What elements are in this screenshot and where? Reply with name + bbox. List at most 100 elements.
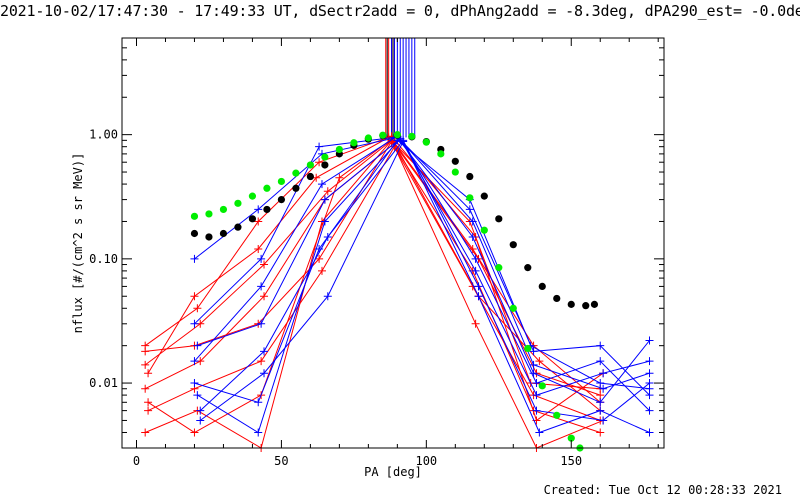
- data-point: [317, 266, 326, 275]
- data-point: [315, 254, 324, 263]
- data-point: [260, 369, 269, 378]
- data-point: [535, 428, 544, 437]
- data-point: [451, 168, 459, 176]
- series-line: [197, 137, 650, 396]
- series-line: [147, 136, 601, 390]
- data-point: [596, 357, 605, 366]
- series-line: [147, 145, 601, 421]
- data-point: [335, 173, 344, 182]
- data-point: [645, 391, 654, 400]
- created-timestamp: Created: Tue Oct 12 00:28:33 2021: [543, 483, 782, 497]
- data-point: [532, 379, 541, 388]
- data-point: [529, 369, 538, 378]
- data-point: [645, 357, 654, 366]
- series-line: [194, 139, 650, 403]
- data-point: [645, 379, 654, 388]
- data-point: [323, 232, 332, 241]
- data-point: [190, 292, 199, 301]
- data-point: [190, 379, 199, 388]
- data-point: [645, 336, 654, 345]
- data-point: [141, 428, 150, 437]
- data-point: [524, 264, 532, 272]
- data-point: [422, 138, 430, 146]
- data-point: [144, 398, 153, 407]
- data-point: [596, 391, 605, 400]
- data-point: [596, 341, 605, 350]
- plot-area: [141, 38, 654, 452]
- data-point: [474, 292, 483, 301]
- data-point: [538, 282, 546, 291]
- data-point: [495, 215, 503, 223]
- data-point: [234, 223, 242, 231]
- data-point: [596, 398, 605, 407]
- data-point: [315, 142, 324, 151]
- data-point: [532, 406, 541, 415]
- series: [141, 136, 608, 452]
- series-line: [194, 135, 650, 390]
- x-tick-label: 100: [415, 454, 437, 468]
- series-line: [199, 139, 650, 421]
- data-point: [553, 411, 561, 419]
- data-point: [532, 391, 541, 400]
- data-point: [320, 217, 329, 226]
- data-point: [292, 169, 300, 177]
- data-point: [399, 136, 408, 145]
- data-point: [193, 304, 202, 313]
- series: [141, 136, 605, 400]
- data-point: [599, 384, 608, 393]
- series: [190, 131, 584, 452]
- data-point: [437, 150, 445, 158]
- series-line: [200, 140, 650, 434]
- data-point: [196, 416, 205, 425]
- data-point: [599, 369, 608, 378]
- data-point: [205, 210, 213, 218]
- data-point: [529, 360, 538, 369]
- data-point: [263, 184, 271, 192]
- data-point: [234, 199, 242, 207]
- data-point: [468, 232, 477, 241]
- series: [190, 132, 654, 400]
- data-point: [509, 241, 517, 249]
- data-point: [144, 406, 153, 415]
- y-tick-label: 1.00: [89, 128, 118, 142]
- data-point: [190, 319, 199, 328]
- data-point: [219, 229, 228, 238]
- data-point: [141, 360, 150, 369]
- data-point: [529, 347, 538, 356]
- plot-frame: [121, 37, 665, 449]
- data-point: [408, 132, 416, 140]
- data-point: [335, 145, 343, 154]
- y-tick-label: 0.10: [89, 252, 118, 266]
- data-point: [645, 369, 654, 378]
- data-point: [509, 304, 517, 312]
- data-point: [257, 357, 266, 366]
- series-line: [147, 138, 601, 434]
- data-point: [193, 391, 202, 400]
- series: [190, 132, 654, 393]
- data-point: [599, 416, 608, 425]
- data-point: [292, 184, 300, 192]
- series-line: [194, 136, 650, 403]
- y-tick-label: 0.01: [89, 376, 118, 390]
- data-point: [193, 341, 202, 350]
- data-point: [393, 131, 401, 139]
- chart-title: 2021-10-02/17:47:30 - 17:49:33 UT, dSect…: [0, 2, 800, 20]
- data-point: [260, 292, 269, 301]
- data-point: [219, 205, 228, 214]
- x-tick-label: 0: [133, 454, 140, 468]
- data-point: [254, 245, 263, 254]
- data-point: [248, 215, 257, 223]
- data-point: [263, 205, 271, 214]
- x-axis-label: PA [deg]: [364, 465, 422, 479]
- data-point: [323, 292, 332, 301]
- series: [196, 136, 654, 425]
- y-axis-label: nflux [#/(cm^2 s sr MeV)]: [71, 153, 85, 334]
- x-tick-label: 50: [274, 454, 288, 468]
- data-point: [553, 294, 561, 303]
- data-point: [480, 226, 488, 234]
- series-line: [145, 140, 601, 433]
- data-point: [645, 428, 654, 437]
- data-point: [306, 161, 314, 169]
- data-point: [379, 131, 387, 139]
